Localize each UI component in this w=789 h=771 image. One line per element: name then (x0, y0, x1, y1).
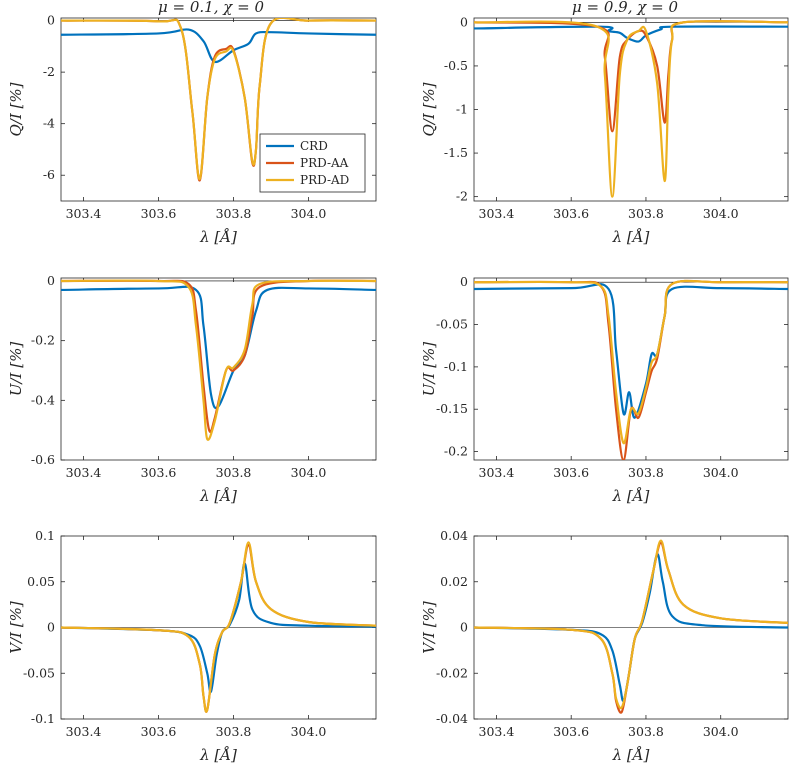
title-left: μ = 0.1, χ = 0 (158, 0, 264, 16)
legend-label: PRD-AD (300, 173, 349, 187)
chart-panel-V-mu0.1: 303.4 303.6 303.8 304.0 0.1 0.05 0 -0.05 -0.1 λ [… (7, 528, 377, 764)
x-tick-label: 304.0 (291, 206, 327, 221)
series-line-prd-ad (474, 539, 788, 710)
x-tick-label: 303.6 (553, 465, 589, 480)
y-tick-label: -0.15 (436, 401, 468, 416)
legend-label: PRD-AA (300, 156, 349, 170)
x-tick-label: 303.8 (216, 724, 252, 739)
chart-panel-U-mu0.9: 303.4 303.6 303.8 304.0 0 -0.05 -0.1 -0.15 -0.2 λ… (420, 274, 789, 505)
y-axis-label: V/I [%] (7, 601, 25, 654)
series-line-prd-ad (474, 19, 788, 198)
y-tick-label: -0.1 (444, 359, 468, 374)
y-tick-label: -0.05 (436, 317, 468, 332)
y-axis-label: V/I [%] (420, 601, 438, 654)
y-tick-label: -4 (43, 116, 55, 131)
x-tick-label: 303.4 (479, 465, 515, 480)
x-tick-label: 303.4 (66, 465, 102, 480)
x-tick-label: 303.6 (141, 206, 177, 221)
x-tick-label: 304.0 (703, 206, 739, 221)
x-tick-label: 304.0 (703, 465, 739, 480)
chart-panel-Q-mu0.1: 303.4 303.6 303.8 304.0 0 -2 -4 -6 λ [Å] Q/I [%] C… (7, 13, 377, 246)
x-tick-label: 303.6 (553, 206, 589, 221)
y-tick-label: -0.5 (444, 58, 468, 73)
y-tick-label: 0 (460, 14, 468, 29)
x-tick-label: 303.4 (66, 206, 102, 221)
x-tick-label: 303.6 (141, 724, 177, 739)
series-line-prd-ad (474, 279, 788, 445)
y-tick-label: -1 (456, 102, 468, 117)
legend-label: CRD (300, 139, 328, 153)
x-axis-label: λ [Å] (612, 746, 650, 764)
y-axis-label: Q/I [%] (420, 82, 438, 136)
series-line-prd-ad (61, 18, 376, 181)
y-tick-label: -0.2 (31, 333, 55, 348)
x-axis-label: λ [Å] (199, 487, 237, 505)
x-tick-label: 303.4 (66, 724, 102, 739)
x-tick-label: 303.6 (141, 465, 177, 480)
x-tick-label: 303.8 (628, 465, 664, 480)
y-tick-label: -0.6 (31, 452, 55, 467)
y-tick-label: -0.4 (31, 392, 55, 407)
chart-panel-V-mu0.9: 303.4 303.6 303.8 304.0 0.04 0.02 0 -0.02 -0.04 λ… (420, 528, 789, 764)
x-tick-label: 303.4 (479, 206, 515, 221)
series-line-crd (474, 25, 788, 43)
x-tick-label: 303.8 (216, 206, 252, 221)
y-tick-label: -2 (43, 64, 55, 79)
y-tick-label: 0 (460, 620, 468, 635)
legend: CRD PRD-AA PRD-AD (259, 133, 366, 193)
x-axis-label: λ [Å] (199, 228, 237, 246)
series-line-prd-ad (61, 541, 376, 713)
x-tick-label: 304.0 (703, 724, 739, 739)
series-line-crd (474, 283, 788, 419)
y-axis-label: U/I [%] (7, 342, 25, 396)
x-tick-label: 304.0 (291, 465, 327, 480)
series-group (474, 19, 788, 198)
y-tick-label: 0 (460, 274, 468, 289)
series-group (61, 541, 376, 713)
axes-box (473, 277, 789, 461)
y-tick-label: -1.5 (444, 145, 468, 160)
x-axis-label: λ [Å] (612, 228, 650, 246)
x-axis-label: λ [Å] (612, 487, 650, 505)
x-axis-label: λ [Å] (199, 746, 237, 764)
series-line-prd-ad (61, 279, 376, 441)
y-tick-label: -0.1 (31, 711, 55, 726)
y-tick-label: 0.05 (27, 574, 55, 589)
y-tick-label: -0.04 (436, 711, 468, 726)
series-group (474, 279, 788, 460)
axes-box (473, 17, 789, 202)
chart-panel-Q-mu0.9: 303.4 303.6 303.8 304.0 0 -0.5 -1 -1.5 -2 λ [Å] Q/… (420, 14, 789, 246)
axes-box (60, 277, 377, 461)
title-right: μ = 0.9, χ = 0 (572, 0, 678, 16)
y-axis-label: U/I [%] (420, 342, 438, 396)
y-tick-label: 0.02 (440, 574, 468, 589)
series-group (61, 18, 376, 182)
y-tick-label: 0 (47, 620, 55, 635)
series-group (61, 279, 376, 441)
y-tick-label: 0.1 (35, 528, 55, 543)
x-tick-label: 303.8 (628, 206, 664, 221)
panels: 303.4 303.6 303.8 304.0 0 -2 -4 -6 λ [Å] Q/I [%] C… (7, 13, 789, 764)
y-tick-label: 0.04 (440, 528, 468, 543)
x-tick-label: 303.4 (479, 724, 515, 739)
x-tick-label: 303.6 (553, 724, 589, 739)
y-tick-label: 0 (47, 13, 55, 28)
chart-panel-U-mu0.1: 303.4 303.6 303.8 304.0 0 -0.2 -0.4 -0.6 λ [Å] U/… (7, 273, 377, 505)
y-tick-label: -0.02 (436, 665, 468, 680)
x-tick-label: 303.8 (216, 465, 252, 480)
y-axis-label: Q/I [%] (7, 82, 25, 136)
y-tick-label: -0.2 (444, 444, 468, 459)
x-tick-label: 303.8 (628, 724, 664, 739)
y-tick-label: 0 (47, 273, 55, 288)
y-tick-label: -0.05 (23, 665, 55, 680)
series-group (474, 539, 788, 714)
y-tick-label: -6 (43, 167, 55, 182)
x-tick-label: 304.0 (291, 724, 327, 739)
y-tick-label: -2 (456, 189, 468, 204)
